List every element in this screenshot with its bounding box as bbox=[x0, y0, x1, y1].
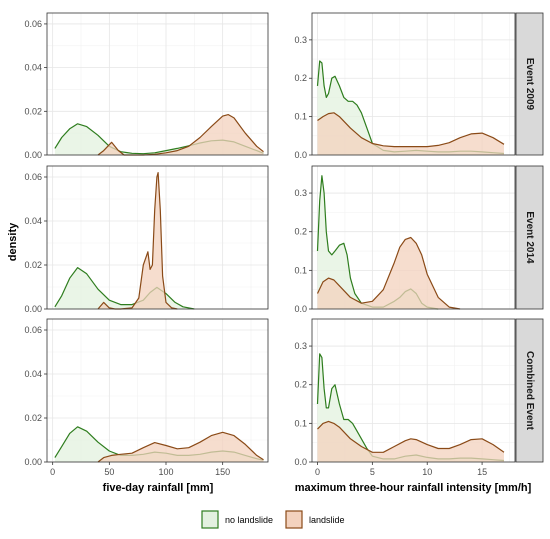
x-tick-label: 0 bbox=[50, 467, 55, 477]
panel-r0-c0: 0.00 0.02 0.04 0.06 bbox=[24, 12, 269, 160]
x-axis-title-left: five-day rainfall [mm] bbox=[103, 482, 214, 494]
panel-border bbox=[311, 318, 516, 463]
y-tick-label: 0.04 bbox=[24, 63, 42, 73]
density-area-landslide bbox=[98, 172, 178, 309]
y-tick-label: 0.1 bbox=[294, 418, 307, 428]
y-tick-label: 0.00 bbox=[24, 304, 42, 314]
density-line-no-landslide bbox=[54, 267, 195, 310]
facet-strip-label: Event 2009 bbox=[524, 58, 535, 111]
y-tick-label: 0.02 bbox=[24, 106, 42, 116]
panel-border bbox=[311, 12, 516, 156]
y-tick-label: 0.3 bbox=[294, 35, 307, 45]
y-tick-label: 0.2 bbox=[294, 227, 307, 237]
x-tick-label: 0 bbox=[315, 467, 320, 477]
density-area-no-landslide bbox=[317, 61, 504, 155]
density-area-landslide bbox=[317, 112, 504, 155]
density-line-landslide bbox=[97, 114, 264, 156]
y-tick-label: 0.00 bbox=[24, 457, 42, 467]
legend: no landslide landslide bbox=[201, 510, 345, 529]
y-tick-label: 0.0 bbox=[294, 457, 307, 467]
density-line-landslide bbox=[316, 236, 461, 310]
panel-border bbox=[311, 165, 516, 310]
y-tick-label: 0.2 bbox=[294, 73, 307, 83]
y-tick-label: 0.1 bbox=[294, 265, 307, 275]
facet-strip-label: Event 2014 bbox=[524, 211, 535, 264]
panel-r2-c1: 0.0 0.1 0.2 0.3 0 5 10 15 Combined Event bbox=[294, 318, 544, 477]
panel-r1-c0: 0.00 0.02 0.04 0.06 bbox=[24, 165, 269, 314]
legend-key-landslide bbox=[285, 510, 303, 529]
x-tick-label: 5 bbox=[370, 467, 375, 477]
legend-label-no-landslide: no landslide bbox=[225, 515, 273, 525]
y-tick-label: 0.06 bbox=[24, 19, 42, 29]
panel-r1-c1: 0.0 0.1 0.2 0.3 Event 2014 bbox=[294, 165, 544, 314]
panel-r0-c1: 0.0 0.1 0.2 0.3 Event 2009 bbox=[294, 12, 544, 160]
density-area-no-landslide bbox=[317, 175, 439, 309]
y-tick-label: 0.0 bbox=[294, 304, 307, 314]
y-tick-label: 0.3 bbox=[294, 188, 307, 198]
legend-key-no-landslide bbox=[201, 510, 219, 529]
facet-strip-label: Combined Event bbox=[524, 351, 535, 431]
legend-label-landslide: landslide bbox=[309, 515, 345, 525]
density-area-landslide bbox=[98, 114, 264, 155]
y-tick-label: 0.00 bbox=[24, 150, 42, 160]
density-area-landslide bbox=[317, 421, 504, 462]
x-tick-label: 15 bbox=[477, 467, 487, 477]
density-line-landslide bbox=[97, 431, 264, 463]
facet-strip bbox=[515, 12, 544, 156]
y-axis-title: density bbox=[7, 222, 19, 261]
density-area-landslide bbox=[98, 432, 264, 462]
panel-border bbox=[46, 165, 269, 310]
x-axis-title-right: maximum three-hour rainfall intensity [m… bbox=[295, 482, 532, 494]
y-tick-label: 0.04 bbox=[24, 369, 42, 379]
panel-border bbox=[46, 318, 269, 463]
density-line-landslide bbox=[317, 420, 505, 453]
x-tick-label: 150 bbox=[215, 467, 230, 477]
x-tick-label: 10 bbox=[422, 467, 432, 477]
y-tick-label: 0.02 bbox=[24, 260, 42, 270]
panel-border bbox=[46, 12, 269, 156]
y-tick-label: 0.0 bbox=[294, 150, 307, 160]
y-tick-label: 0.2 bbox=[294, 380, 307, 390]
y-tick-label: 0.02 bbox=[24, 413, 42, 423]
y-tick-label: 0.3 bbox=[294, 341, 307, 351]
y-tick-label: 0.06 bbox=[24, 172, 42, 182]
x-tick-label: 50 bbox=[104, 467, 114, 477]
density-line-landslide bbox=[317, 112, 505, 148]
x-tick-label: 100 bbox=[158, 467, 173, 477]
y-tick-label: 0.04 bbox=[24, 216, 42, 226]
density-area-landslide bbox=[317, 237, 461, 309]
y-tick-label: 0.06 bbox=[24, 325, 42, 335]
y-tick-label: 0.1 bbox=[294, 112, 307, 122]
panel-r2-c0: 0.00 0.02 0.04 0.06 0 50 100 150 bbox=[24, 318, 269, 477]
facet-strip bbox=[515, 318, 544, 463]
facet-strip bbox=[515, 165, 544, 310]
